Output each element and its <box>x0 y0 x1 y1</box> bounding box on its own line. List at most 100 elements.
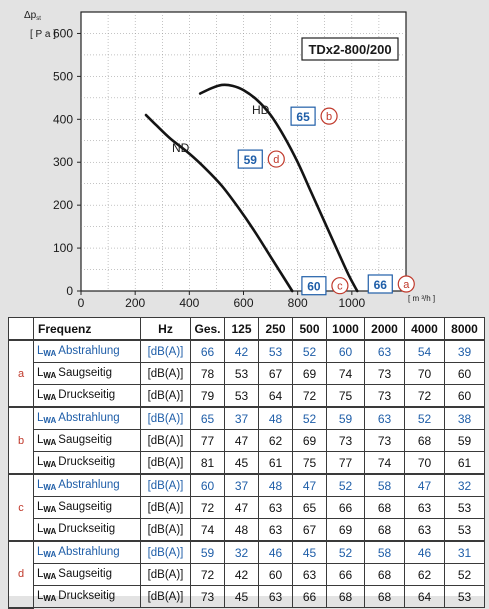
row-label-text: Abstrahlung <box>58 479 120 491</box>
group-letter: d <box>8 540 34 609</box>
table-row: LWA Saugseitig [dB(A)] 77 47 62 69 73 73 68 59 <box>9 429 485 452</box>
group-letter: b <box>8 406 34 475</box>
table-cell: 61 <box>444 451 485 475</box>
table-cell: 42 <box>224 563 259 586</box>
table-cell: 61 <box>258 451 293 475</box>
row-unit: [dB(A)] <box>140 518 191 542</box>
row-unit: [dB(A)] <box>140 473 191 497</box>
row-label-text: Abstrahlung <box>58 546 120 558</box>
table-cell: 48 <box>258 473 293 497</box>
row-label: LWA Druckseitig <box>33 518 141 542</box>
table-cell: 58 <box>364 540 405 564</box>
chart-curves: HD ND <box>144 83 359 293</box>
table-cell: 45 <box>224 451 259 475</box>
table-cell: 63 <box>404 518 445 542</box>
x-tick-label: 800 <box>288 296 308 310</box>
lwa-symbol: L <box>37 546 44 558</box>
y-tick-label: 400 <box>53 112 73 126</box>
table-row: b LWA Abstrahlung [dB(A)] 65 37 48 52 59 63 52 38 <box>8 406 485 475</box>
row-label: LWA Saugseitig <box>33 496 141 519</box>
table-cell: 60 <box>444 362 485 385</box>
sound-data-table: Frequenz Hz Ges. 125 250 500 1000 2000 4000 8000 … <box>8 317 485 609</box>
table-cell: 68 <box>364 585 405 608</box>
chart-title: TDx2-800/200 <box>308 42 391 57</box>
annotation-letter-circle <box>320 107 338 125</box>
table-cell: 47 <box>292 473 327 497</box>
lwa-subscript: WA <box>43 527 57 536</box>
table-cell: 68 <box>364 563 405 586</box>
table-cell: 31 <box>444 540 485 564</box>
row-label: LWA Abstrahlung <box>33 406 141 430</box>
table-cell: 32 <box>224 540 259 564</box>
row-label: LWA Druckseitig <box>33 585 141 608</box>
series-label-hd: HD <box>252 103 270 117</box>
row-label-text: Saugseitig <box>58 434 113 446</box>
table-cell: 52 <box>326 540 365 564</box>
table-cell: 79 <box>190 384 225 408</box>
table-cell: 64 <box>258 384 293 408</box>
table-cell: 63 <box>258 496 293 519</box>
table-cell: 53 <box>444 496 485 519</box>
table-cell: 72 <box>190 563 225 586</box>
annotation-letter: c <box>337 281 343 293</box>
lwa-subscript: WA <box>43 349 57 358</box>
row-label-text: Druckseitig <box>58 523 116 535</box>
lwa-symbol: L <box>37 479 44 491</box>
lwa-subscript: WA <box>43 371 57 380</box>
row-label: LWA Saugseitig <box>33 429 141 452</box>
table-cell: 59 <box>444 429 485 452</box>
table-cell: 74 <box>326 362 365 385</box>
table-cell: 67 <box>258 362 293 385</box>
header-frequenz: Frequenz <box>33 317 141 341</box>
header-ges: Ges. <box>190 317 225 341</box>
annotation-letter-circle <box>331 277 349 295</box>
table-cell: 62 <box>404 563 445 586</box>
row-label-text: Saugseitig <box>58 568 113 580</box>
table-cell: 45 <box>292 540 327 564</box>
lwa-subscript: WA <box>43 416 57 425</box>
table-cell: 65 <box>190 406 225 430</box>
lwa-symbol: L <box>37 389 44 401</box>
chart-annotations: 65 b 59 d 60 c 66 a <box>237 106 415 296</box>
header-corner <box>8 317 34 341</box>
curve-hd <box>198 83 359 293</box>
table-cell: 53 <box>444 585 485 608</box>
table-cell: 60 <box>258 563 293 586</box>
lwa-subscript: WA <box>43 438 57 447</box>
y-tick-labels: 0 100 200 300 400 500 600 <box>53 26 81 298</box>
table-cell: 47 <box>224 496 259 519</box>
row-unit: [dB(A)] <box>140 406 191 430</box>
lwa-symbol: L <box>37 412 44 424</box>
table-cell: 58 <box>364 473 405 497</box>
table-row: LWA Saugseitig [dB(A)] 72 42 60 63 66 68 62 52 <box>9 563 485 586</box>
table-cell: 59 <box>326 406 365 430</box>
table-cell: 60 <box>444 384 485 408</box>
x-tick-labels: 0 200 400 600 800 1000 <box>78 291 366 310</box>
header-1000: 1000 <box>326 317 365 341</box>
annotation-letter-circle <box>267 150 285 168</box>
row-label-text: Druckseitig <box>58 389 116 401</box>
table-header-row: Frequenz Hz Ges. 125 250 500 1000 2000 4000 8000 <box>8 317 485 341</box>
table-cell: 63 <box>364 339 405 363</box>
table-row: c LWA Abstrahlung [dB(A)] 60 37 48 47 52 58 47 32 <box>8 473 485 542</box>
table-row: LWA Saugseitig [dB(A)] 78 53 67 69 74 73 70 60 <box>9 362 485 385</box>
row-label: LWA Abstrahlung <box>33 540 141 564</box>
table-cell: 70 <box>404 362 445 385</box>
table-row: LWA Druckseitig [dB(A)] 73 45 63 66 68 68 64 53 <box>9 585 485 608</box>
header-8000: 8000 <box>444 317 485 341</box>
table-row: LWA Saugseitig [dB(A)] 72 47 63 65 66 68 63 53 <box>9 496 485 519</box>
lwa-subscript: WA <box>43 550 57 559</box>
x-tick-label: 200 <box>125 296 145 310</box>
annotation-a: 66 a <box>367 274 415 294</box>
row-unit: [dB(A)] <box>140 451 191 475</box>
curve-nd <box>144 113 294 293</box>
table-cell: 32 <box>444 473 485 497</box>
table-cell: 72 <box>404 384 445 408</box>
lwa-subscript: WA <box>43 505 57 514</box>
x-tick-label: 0 <box>78 296 85 310</box>
annotation-value: 66 <box>374 278 388 292</box>
y-tick-label: 500 <box>53 69 73 83</box>
group-letter: c <box>8 473 34 542</box>
annotation-value: 59 <box>244 153 258 167</box>
sound-data-table-wrapper: Frequenz Hz Ges. 125 250 500 1000 2000 4000 8000 … <box>8 317 485 609</box>
